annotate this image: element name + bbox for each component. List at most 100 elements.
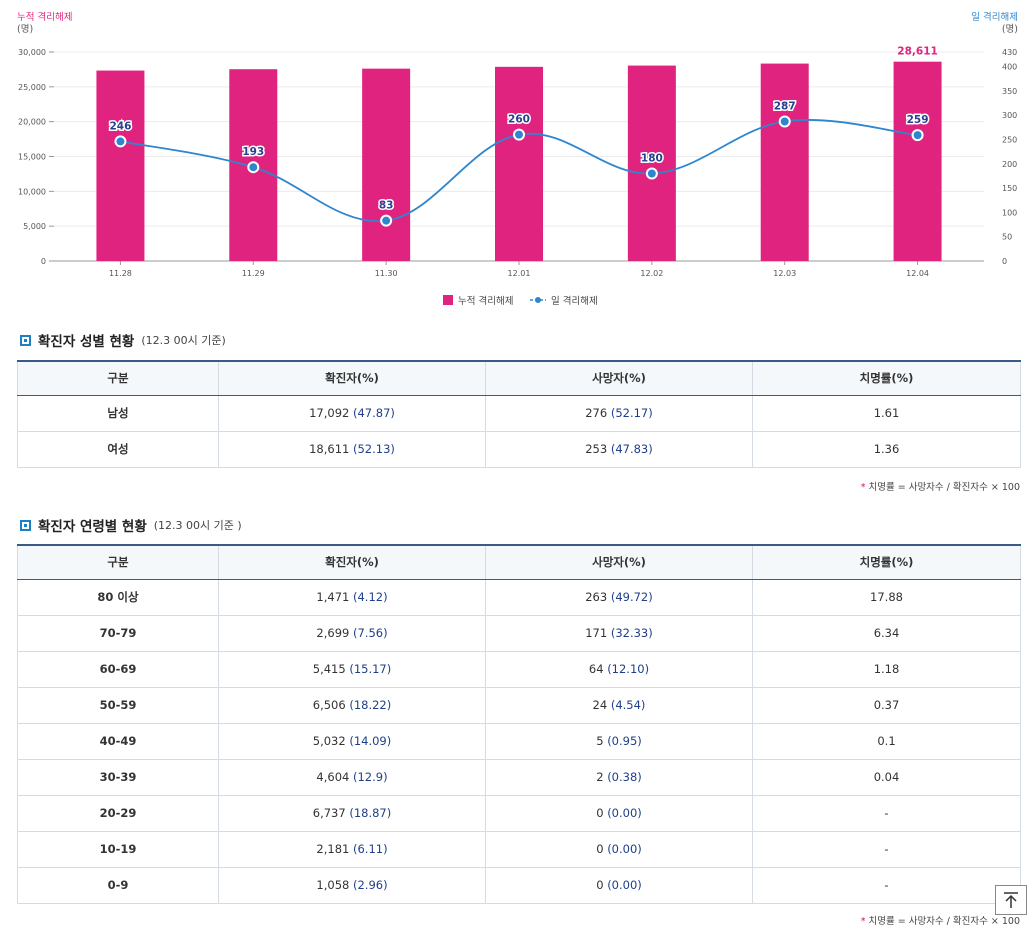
left-axis-title: 누적 격리해제	[17, 11, 72, 23]
fatality-rate-cell: 1.36	[752, 431, 1021, 468]
cases-percent: (18.87)	[349, 806, 392, 820]
deaths-cell: 263 (49.72)	[485, 579, 753, 616]
deaths-percent: (49.72)	[610, 590, 653, 604]
cumulative-release-bar	[362, 68, 411, 261]
deaths-value: 263	[585, 590, 608, 604]
left-tick-label: 20,000	[18, 118, 46, 127]
age-footnote: * 치명률 = 사망자수 / 확진자수 × 100	[861, 913, 1020, 927]
fatality-rate-cell: -	[752, 795, 1021, 832]
deaths-percent: (47.83)	[610, 442, 653, 456]
line-data-label-halo: 83	[379, 200, 394, 212]
line-data-label: 287	[774, 101, 796, 113]
cases-value: 17,092	[309, 406, 350, 420]
deaths-cell: 5 (0.95)	[485, 723, 753, 760]
deaths-value: 0	[596, 878, 604, 892]
isolation-release-chart: 누적 격리해제 (명) 일 격리해제 (명) 30,000 25,000 20,000 15,…	[0, 0, 1035, 320]
chart-svg: 누적 격리해제(명)일 격리해제(명)30,00025,00020,00015,…	[17, 11, 1018, 307]
table-row: 70-79 2,699 (7.56) 171 (32.33) 6.34	[17, 615, 1021, 652]
table-row: 80 이상 1,471 (4.12) 263 (49.72) 17.88	[17, 579, 1021, 616]
cumulative-release-bar	[627, 65, 676, 261]
line-data-label: 193	[242, 146, 264, 158]
daily-release-point	[911, 129, 924, 142]
row-category: 남성	[17, 395, 219, 432]
row-category: 70-79	[17, 615, 219, 652]
x-tick-label: 12.03	[773, 269, 796, 278]
left-tick-label: 25,000	[18, 83, 46, 92]
cases-value: 18,611	[309, 442, 350, 456]
row-category: 50-59	[17, 687, 219, 724]
line-data-label-halo: 180	[641, 153, 663, 165]
bar-data-label: 28,611	[897, 46, 938, 58]
deaths-value: 2	[596, 770, 604, 784]
fatality-rate-cell: 1.61	[752, 395, 1021, 432]
fatality-rate-cell: 1.18	[752, 651, 1021, 688]
cases-cell: 5,032 (14.09)	[218, 723, 486, 760]
right-tick-label: 150	[1002, 184, 1017, 193]
right-tick-label: 430	[1002, 48, 1017, 57]
table-row: 0-9 1,058 (2.96) 0 (0.00) -	[17, 867, 1021, 904]
x-tick-label: 11.28	[109, 269, 132, 278]
gender-basis: (12.3 00시 기준)	[141, 334, 226, 347]
cases-percent: (7.56)	[353, 626, 388, 640]
cases-cell: 1,058 (2.96)	[218, 867, 486, 904]
deaths-percent: (0.00)	[607, 842, 642, 856]
right-tick-label: 400	[1002, 63, 1017, 72]
gender-section-title: 확진자 성별 현황 (12.3 00시 기준)	[20, 330, 226, 350]
cases-value: 1,058	[316, 878, 350, 892]
deaths-value: 276	[585, 406, 608, 420]
daily-release-point	[778, 115, 791, 128]
cases-cell: 2,699 (7.56)	[218, 615, 486, 652]
fatality-rate-cell: 0.1	[752, 723, 1021, 760]
cases-value: 6,737	[312, 806, 346, 820]
header-deaths: 사망자(%)	[485, 544, 753, 580]
deaths-value: 253	[585, 442, 608, 456]
age-table: 구분 확진자(%) 사망자(%) 치명률(%) 80 이상 1,471 (4.12…	[17, 544, 1021, 904]
deaths-cell: 253 (47.83)	[485, 431, 753, 468]
deaths-value: 0	[596, 842, 604, 856]
scroll-to-top-button[interactable]	[995, 885, 1027, 915]
cases-value: 1,471	[316, 590, 350, 604]
line-data-label-halo: 246	[109, 120, 131, 132]
gender-footnote-text: 치명률 = 사망자수 / 확진자수 × 100	[868, 482, 1020, 493]
x-tick-label: 12.04	[906, 269, 929, 278]
table-row: 10-19 2,181 (6.11) 0 (0.00) -	[17, 831, 1021, 868]
cases-percent: (2.96)	[353, 878, 388, 892]
daily-release-point	[380, 214, 393, 227]
cases-value: 5,415	[312, 662, 346, 676]
cases-cell: 6,737 (18.87)	[218, 795, 486, 832]
line-data-label-halo: 260	[508, 114, 530, 126]
line-data-label: 180	[641, 153, 663, 165]
legend-line-marker	[535, 297, 541, 303]
table-row: 여성 18,611 (52.13) 253 (47.83) 1.36	[17, 431, 1021, 468]
left-axis-unit: (명)	[17, 24, 33, 35]
deaths-cell: 0 (0.00)	[485, 831, 753, 868]
deaths-cell: 0 (0.00)	[485, 867, 753, 904]
deaths-percent: (12.10)	[607, 662, 650, 676]
legend-line-label: 일 격리해제	[551, 295, 598, 307]
fatality-rate-cell: 0.04	[752, 759, 1021, 796]
age-header-row: 구분 확진자(%) 사망자(%) 치명률(%)	[17, 544, 1021, 580]
cases-percent: (14.09)	[349, 734, 392, 748]
table-row: 30-39 4,604 (12.9) 2 (0.38) 0.04	[17, 759, 1021, 796]
line-data-label: 260	[508, 114, 530, 126]
deaths-cell: 276 (52.17)	[485, 395, 753, 432]
deaths-cell: 171 (32.33)	[485, 615, 753, 652]
right-tick-label: 250	[1002, 135, 1017, 144]
daily-release-point	[513, 128, 525, 141]
row-category: 0-9	[17, 867, 219, 904]
cases-percent: (18.22)	[349, 698, 392, 712]
age-section-title: 확진자 연령별 현황 (12.3 00시 기준 )	[20, 515, 242, 535]
left-tick-label: 10,000	[18, 187, 46, 196]
cases-value: 5,032	[312, 734, 346, 748]
fatality-rate-cell: 0.37	[752, 687, 1021, 724]
fatality-rate-cell: -	[752, 831, 1021, 868]
deaths-value: 0	[596, 806, 604, 820]
deaths-cell: 24 (4.54)	[485, 687, 753, 724]
cases-percent: (52.13)	[353, 442, 395, 456]
deaths-percent: (0.38)	[607, 770, 642, 784]
right-tick-label: 50	[1002, 233, 1012, 242]
x-tick-label: 12.02	[640, 269, 663, 278]
arrow-up-to-top-icon	[1004, 892, 1018, 908]
cases-cell: 2,181 (6.11)	[218, 831, 486, 868]
row-category: 60-69	[17, 651, 219, 688]
